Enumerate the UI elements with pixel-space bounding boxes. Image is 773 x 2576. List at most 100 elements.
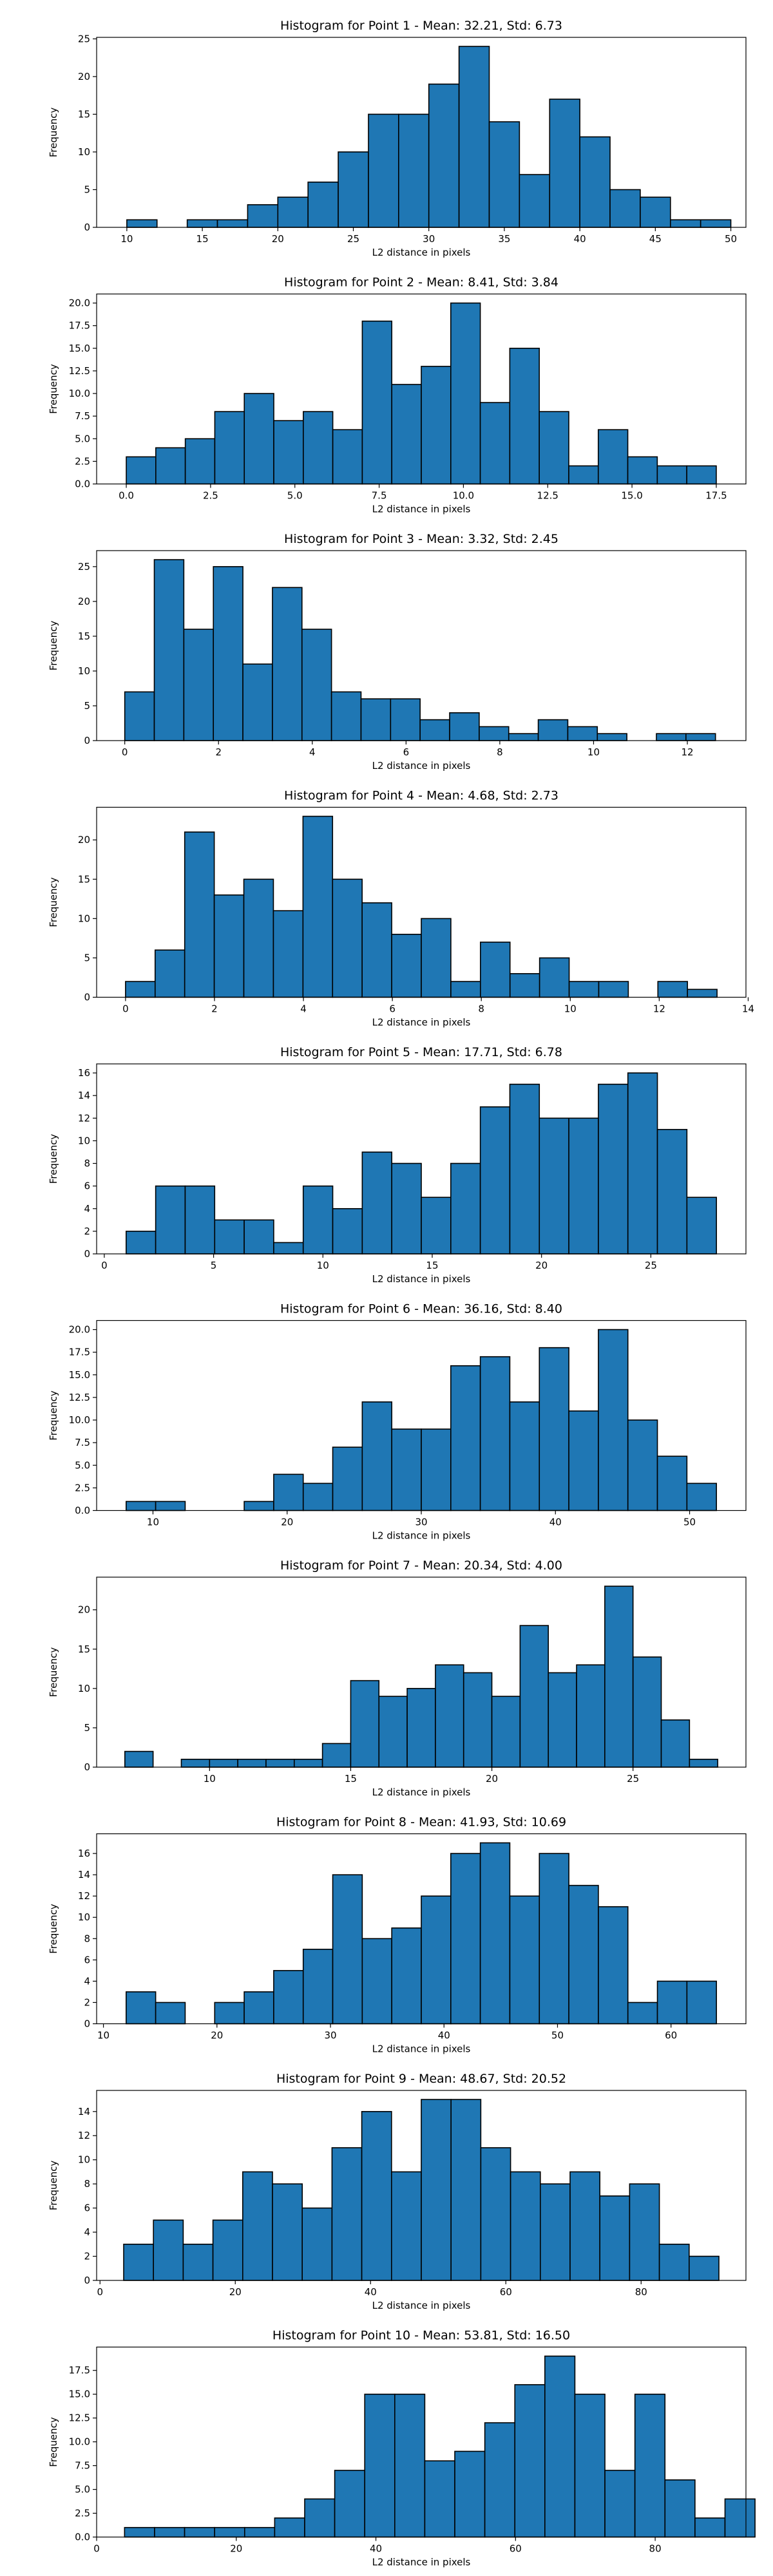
histogram-bar [435,1664,464,1768]
histogram-panel-6: Histogram for Point 6 - Mean: 36.16, Std… [48,1302,747,1542]
histogram-bar [509,973,540,998]
histogram-bar [568,465,599,485]
x-tick-label: 12.5 [537,490,558,502]
axes-frame [96,1063,747,1255]
y-tick-label: 12 [78,1112,90,1124]
y-tick-label: 17.5 [69,1347,90,1358]
histogram-bar [302,815,334,998]
histogram-bar [686,1197,717,1255]
x-axis-label: L2 distance in pixels [372,504,471,515]
histogram-bar [303,411,334,485]
y-tick-label: 0.0 [75,2532,90,2543]
x-tick-label: 50 [683,1517,696,1528]
histogram-bar [124,2526,155,2538]
x-tick-label: 5.0 [287,490,303,502]
histogram-bar [576,1664,606,1768]
histogram-bar [243,2526,276,2538]
histogram-bar [539,1347,569,1511]
y-tick-label: 15 [78,108,90,120]
x-tick-label: 4 [309,746,316,758]
x-tick-label: 0 [122,1003,129,1015]
histogram-bar [510,2171,541,2281]
histogram-bar [390,2171,422,2281]
y-tick-label: 20.0 [69,298,90,309]
histogram-bar [391,384,422,485]
histogram-bar [421,1428,452,1511]
histogram-bar [479,402,511,485]
histogram-bar [604,1586,634,1768]
histogram-bar [126,1501,157,1511]
x-tick-label: 6 [403,746,410,758]
y-tick-label: 12.5 [69,1392,90,1403]
x-tick-label: 45 [649,233,662,245]
x-tick-label: 15.0 [621,490,642,502]
histogram-bar [213,894,245,998]
histogram-bar [656,1980,688,2025]
chart-title: Histogram for Point 9 - Mean: 48.67, Std… [276,2072,566,2086]
histogram-bar [656,1129,688,1255]
y-tick-label: 17.5 [69,320,90,332]
histogram-bar [519,174,551,228]
histogram-bar [155,2002,186,2025]
histogram-bar [242,663,273,741]
histogram-bar [214,2002,245,2025]
x-tick-label: 0 [101,1260,108,1271]
y-tick-label: 15.0 [69,2389,90,2400]
histogram-bar [421,2099,452,2281]
x-axis-label: L2 distance in pixels [372,760,471,772]
x-axis-label: L2 distance in pixels [372,1786,471,1798]
x-tick-label: 8 [478,1003,484,1015]
chart-title: Histogram for Point 4 - Mean: 4.68, Std:… [284,789,558,803]
histogram-panel-10: Histogram for Point 10 - Mean: 53.81, St… [48,2329,756,2568]
y-tick-label: 20.0 [69,1324,90,1336]
y-axis-label: Frequency [48,108,59,158]
x-tick-label: 10.0 [453,490,474,502]
x-tick-label: 40 [438,2030,450,2041]
histogram-bar [664,2479,696,2538]
x-tick-label: 8 [497,746,503,758]
x-tick-label: 4 [300,1003,307,1015]
y-tick-label: 12.5 [69,365,90,377]
x-tick-label: 2 [211,1003,218,1015]
x-axis-label: L2 distance in pixels [372,2043,471,2055]
y-axis-label: Frequency [48,877,59,927]
x-tick-label: 20 [281,1517,293,1528]
y-tick-label: 4 [84,1203,90,1215]
histogram-bar [596,733,627,741]
y-tick-label: 2.5 [75,2508,90,2519]
y-tick-label: 12 [78,1890,90,1902]
histogram-bar [609,189,641,228]
histogram-bar [604,2470,636,2538]
histogram-bar [237,1758,267,1768]
y-tick-label: 0 [84,2275,90,2286]
histogram-bar [126,1231,157,1255]
x-tick-label: 7.5 [372,490,387,502]
y-tick-label: 14 [78,2106,90,2117]
x-tick-label: 10 [204,1773,216,1785]
histogram-bar [394,2393,426,2538]
x-tick-label: 17.5 [705,490,727,502]
histogram-bar [509,1401,540,1511]
y-tick-label: 15 [78,1643,90,1655]
histogram-bar [687,989,718,998]
histogram-bar [656,465,687,485]
histogram-bar [180,1758,211,1768]
histogram-bar [421,1197,452,1255]
histogram-bar [186,219,218,228]
axes-frame [96,37,747,228]
histogram-bar [273,420,304,485]
histogram-panel-4: Histogram for Point 4 - Mean: 4.68, Std:… [48,789,754,1028]
y-tick-label: 10 [78,665,90,677]
histogram-bar [184,438,216,485]
histogram-bar [686,1482,717,1511]
histogram-bar [598,1329,629,1511]
y-tick-label: 10 [78,913,90,924]
histogram-bar [599,2195,631,2281]
y-tick-label: 0.0 [75,1505,90,1517]
x-tick-label: 10 [120,233,133,245]
y-axis-label: Frequency [48,1390,59,1441]
histogram-bar [484,2422,516,2538]
y-axis-label: Frequency [48,1134,59,1184]
y-tick-label: 0 [84,992,90,1003]
x-tick-label: 40 [365,2286,377,2298]
